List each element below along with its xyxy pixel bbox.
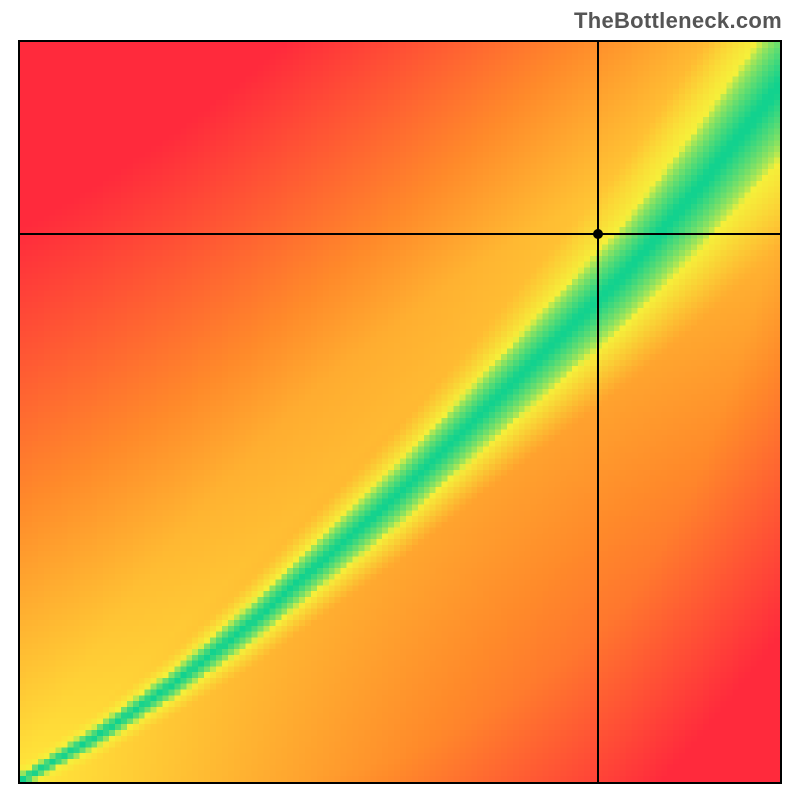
attribution-text: TheBottleneck.com [574, 8, 782, 34]
crosshair-horizontal [20, 233, 780, 235]
marker-dot [593, 229, 603, 239]
bottleneck-heatmap [20, 42, 780, 782]
crosshair-vertical [597, 42, 599, 782]
plot-frame [18, 40, 782, 784]
chart-container: TheBottleneck.com [0, 0, 800, 800]
